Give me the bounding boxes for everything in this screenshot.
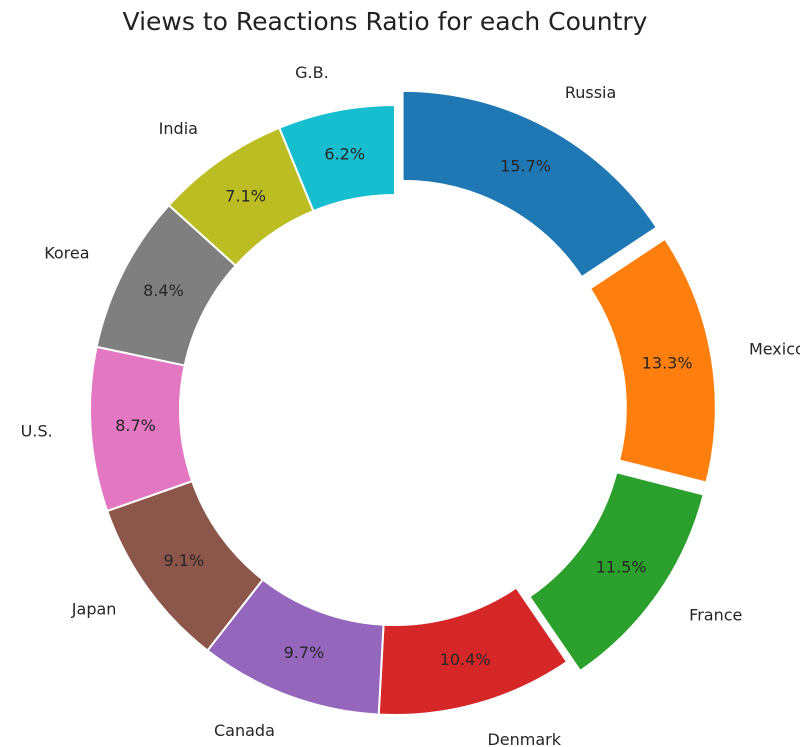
slice-mexico — [588, 237, 717, 484]
percent-label-russia: 15.7% — [500, 156, 551, 175]
percent-label-mexico: 13.3% — [642, 353, 693, 372]
category-label-france: France — [689, 605, 742, 624]
category-label-g-b: G.B. — [295, 63, 329, 82]
category-label-korea: Korea — [44, 243, 89, 262]
percent-label-france: 11.5% — [596, 558, 647, 577]
percent-label-korea: 8.4% — [143, 281, 184, 300]
percent-label-canada: 9.7% — [284, 643, 325, 662]
percent-label-denmark: 10.4% — [440, 650, 491, 669]
slice-russia — [401, 89, 659, 279]
category-labels-group: Russia Mexico France Denmark Canada Japan U.S.… — [21, 63, 800, 747]
percent-label-india: 7.1% — [225, 187, 266, 206]
percent-labels-group: 15.7% 13.3% 11.5% 10.4% 9.7% 9.1% 8.7% 8.4% 7.1%… — [115, 144, 692, 668]
slice-france — [528, 471, 705, 673]
slices-group — [89, 89, 717, 716]
percent-label-u-s: 8.7% — [115, 416, 156, 435]
category-label-u-s: U.S. — [21, 422, 53, 441]
slice-g-b — [277, 103, 396, 213]
category-label-canada: Canada — [214, 721, 275, 740]
chart-title: Views to Reactions Ratio for each Countr… — [123, 7, 648, 36]
percent-label-g-b: 6.2% — [324, 144, 365, 163]
category-label-russia: Russia — [565, 83, 616, 102]
category-label-india: India — [159, 119, 198, 138]
category-label-denmark: Denmark — [487, 730, 561, 747]
percent-label-japan: 9.1% — [164, 551, 205, 570]
category-label-japan: Japan — [71, 600, 117, 619]
category-label-mexico: Mexico — [749, 340, 800, 359]
